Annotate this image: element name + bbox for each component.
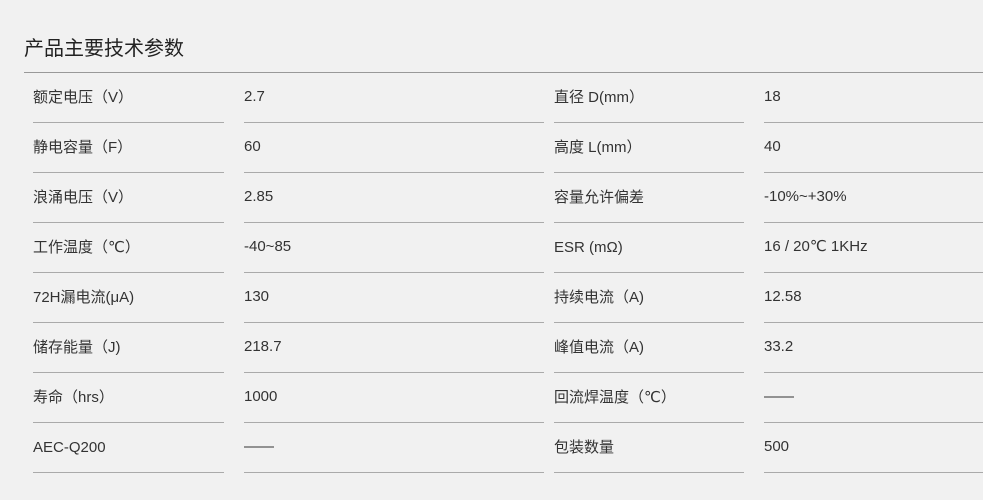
table-row: AEC-Q200 —— 包装数量 500 <box>0 423 983 473</box>
table-row: 储存能量（J) 218.7 峰值电流（A) 33.2 <box>0 323 983 373</box>
table-row: 72H漏电流(μA) 130 持续电流（A) 12.58 <box>0 273 983 323</box>
spec-value: 218.7 <box>244 323 544 373</box>
spec-value: -10%~+30% <box>764 173 983 223</box>
spec-value: 33.2 <box>764 323 983 373</box>
spec-label: ESR (mΩ) <box>554 223 744 273</box>
table-row: 额定电压（V） 2.7 直径 D(mm） 18 <box>0 73 983 123</box>
spec-value: 60 <box>244 123 544 173</box>
spec-label: 持续电流（A) <box>554 273 744 323</box>
spec-value: 12.58 <box>764 273 983 323</box>
spec-value: 18 <box>764 73 983 123</box>
spec-label: 静电容量（F） <box>33 123 224 173</box>
spec-label: 工作温度（℃） <box>33 223 224 273</box>
spec-value: -40~85 <box>244 223 544 273</box>
spec-label: 包装数量 <box>554 423 744 473</box>
spec-value: 2.7 <box>244 73 544 123</box>
spec-value: 130 <box>244 273 544 323</box>
spec-label: 直径 D(mm） <box>554 73 744 123</box>
spec-value: —— <box>764 373 983 423</box>
table-row: 浪涌电压（V） 2.85 容量允许偏差 -10%~+30% <box>0 173 983 223</box>
spec-value: 1000 <box>244 373 544 423</box>
spec-label: 额定电压（V） <box>33 73 224 123</box>
table-row: 静电容量（F） 60 高度 L(mm） 40 <box>0 123 983 173</box>
spec-table: 额定电压（V） 2.7 直径 D(mm） 18 静电容量（F） 60 高度 L(mm） 40 浪… <box>0 73 983 473</box>
spec-value: 16 / 20℃ 1KHz <box>764 223 983 273</box>
spec-label: 峰值电流（A) <box>554 323 744 373</box>
spec-value: 40 <box>764 123 983 173</box>
table-row: 工作温度（℃） -40~85 ESR (mΩ) 16 / 20℃ 1KHz <box>0 223 983 273</box>
spec-label: 浪涌电压（V） <box>33 173 224 223</box>
spec-label: 高度 L(mm） <box>554 123 744 173</box>
spec-label: AEC-Q200 <box>33 423 224 473</box>
spec-label: 储存能量（J) <box>33 323 224 373</box>
spec-value: 2.85 <box>244 173 544 223</box>
spec-label: 72H漏电流(μA) <box>33 273 224 323</box>
spec-label: 回流焊温度（℃） <box>554 373 744 423</box>
section-title: 产品主要技术参数 <box>24 38 184 60</box>
divider <box>24 72 983 73</box>
spec-label: 寿命（hrs） <box>33 373 224 423</box>
table-row: 寿命（hrs） 1000 回流焊温度（℃） —— <box>0 373 983 423</box>
spec-value: 500 <box>764 423 983 473</box>
spec-value: —— <box>244 423 544 473</box>
spec-label: 容量允许偏差 <box>554 173 744 223</box>
